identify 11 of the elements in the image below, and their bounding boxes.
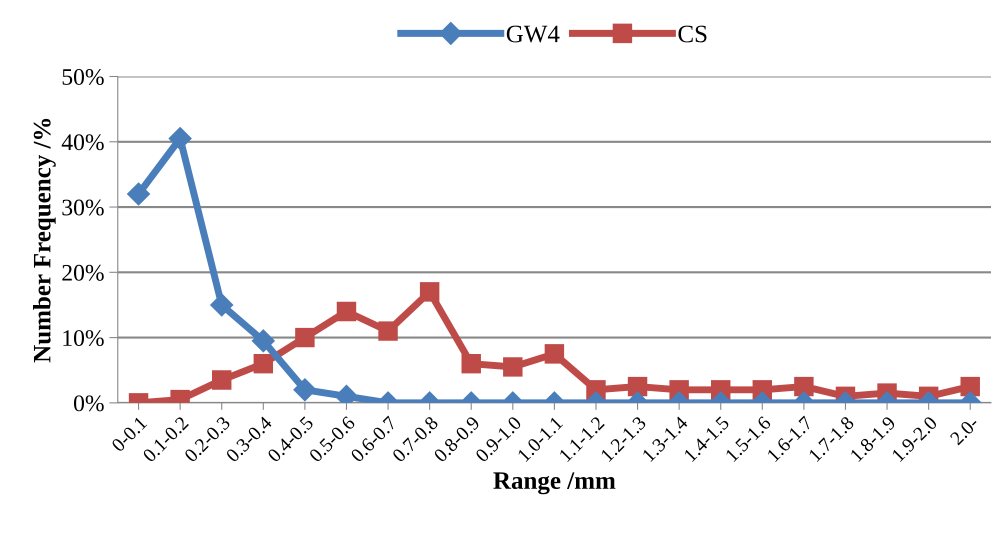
y-axis-title: Number Frequency /% xyxy=(32,118,56,362)
y-tick-label: 30% xyxy=(62,200,104,216)
x-tick-label: 2.0- xyxy=(949,416,980,446)
legend-label: CS xyxy=(678,26,706,42)
y-tick-label: 20% xyxy=(62,264,104,281)
x-axis-title: Range /mm xyxy=(493,472,616,494)
legend-label: GW4 xyxy=(506,26,560,43)
y-tick-label: 50% xyxy=(62,68,104,86)
y-tick-label: 40% xyxy=(62,134,104,150)
y-tick-label: 10% xyxy=(63,330,104,346)
y-tick-label: 0% xyxy=(74,395,104,412)
